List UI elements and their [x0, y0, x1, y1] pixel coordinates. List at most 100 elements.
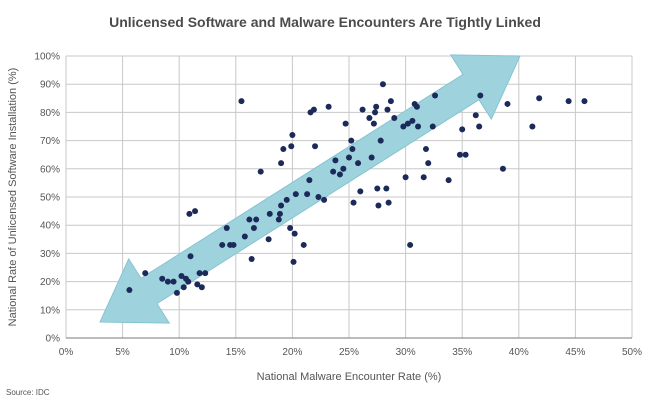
data-point	[476, 123, 483, 130]
data-point	[238, 98, 245, 105]
data-point	[422, 146, 429, 153]
data-point	[387, 98, 394, 105]
data-point	[312, 143, 319, 150]
data-point	[384, 106, 391, 113]
data-point	[348, 137, 355, 144]
data-point	[126, 287, 133, 294]
source-note: Source: IDC	[6, 388, 50, 397]
y-tick-label: 50%	[40, 193, 60, 204]
data-point	[402, 174, 409, 181]
x-tick-label: 20%	[282, 347, 302, 358]
data-point	[445, 177, 452, 184]
data-point	[315, 194, 322, 200]
data-point	[291, 230, 298, 237]
data-point	[429, 123, 436, 130]
data-point	[400, 123, 407, 130]
data-point	[304, 191, 311, 198]
data-point	[581, 98, 588, 105]
data-point	[332, 157, 339, 164]
data-point	[366, 115, 373, 122]
data-point	[159, 275, 166, 282]
data-point	[379, 81, 386, 88]
data-point	[276, 210, 283, 217]
data-point	[275, 216, 282, 223]
data-point	[420, 174, 427, 181]
data-point	[504, 100, 511, 107]
x-tick-label: 5%	[115, 347, 130, 358]
data-point	[536, 95, 543, 102]
y-tick-label: 60%	[40, 164, 60, 175]
data-point	[246, 216, 253, 223]
x-tick-label: 10%	[169, 347, 189, 358]
data-points	[126, 81, 588, 296]
y-tick-label: 70%	[40, 136, 60, 147]
data-point	[219, 241, 226, 248]
data-point	[472, 112, 479, 119]
data-point	[185, 278, 192, 285]
x-tick-label: 45%	[565, 347, 585, 358]
data-point	[142, 270, 149, 277]
y-axis-ticks: 0% 10% 20% 30% 40% 50% 60% 70% 80% 90% 100%	[34, 52, 60, 345]
data-point	[266, 210, 273, 217]
data-point	[289, 131, 296, 138]
data-point	[287, 225, 294, 232]
data-point	[310, 106, 317, 113]
data-point	[375, 202, 382, 209]
data-point	[265, 236, 272, 243]
data-point	[459, 126, 466, 133]
data-point	[202, 270, 209, 277]
data-point	[288, 143, 295, 150]
data-point	[415, 123, 422, 130]
data-point	[283, 196, 290, 203]
data-point	[292, 191, 299, 198]
data-point	[325, 103, 332, 110]
data-point	[253, 216, 260, 223]
data-point	[373, 103, 380, 110]
data-point	[342, 120, 349, 127]
trend-arrow-shape	[99, 54, 521, 324]
data-point	[336, 171, 343, 178]
data-point	[350, 199, 357, 206]
trend-arrow	[99, 54, 521, 324]
data-point	[349, 146, 356, 153]
data-point	[407, 241, 414, 248]
data-point	[370, 120, 377, 127]
data-point	[187, 253, 194, 260]
y-tick-label: 20%	[40, 277, 60, 288]
x-axis-title: National Malware Encounter Rate (%)	[257, 371, 442, 383]
x-tick-label: 0%	[59, 347, 74, 358]
x-tick-label: 50%	[622, 347, 642, 358]
data-point	[529, 123, 536, 130]
data-point	[357, 188, 364, 195]
data-point	[257, 168, 264, 175]
data-point	[499, 165, 506, 172]
y-tick-label: 80%	[40, 108, 60, 119]
x-tick-label: 25%	[339, 347, 359, 358]
data-point	[385, 199, 392, 206]
y-tick-label: 100%	[34, 52, 60, 63]
data-point	[198, 284, 205, 291]
data-point	[306, 177, 313, 184]
x-tick-label: 15%	[226, 347, 246, 358]
data-point	[241, 233, 248, 240]
data-point	[409, 117, 416, 124]
data-point	[330, 168, 337, 175]
data-point	[194, 281, 201, 288]
data-point	[565, 98, 572, 105]
y-tick-label: 30%	[40, 249, 60, 260]
data-point	[340, 165, 347, 172]
data-point	[173, 289, 180, 296]
data-point	[170, 278, 177, 285]
data-point	[355, 160, 362, 167]
data-point	[164, 278, 171, 285]
x-axis-ticks: 0% 5% 10% 15% 20% 25% 30% 35% 40% 45% 50%	[59, 347, 642, 358]
x-tick-label: 30%	[396, 347, 416, 358]
data-point	[186, 210, 193, 217]
data-point	[372, 109, 379, 116]
data-point	[230, 241, 237, 248]
data-point	[278, 202, 285, 209]
data-point	[359, 106, 366, 113]
data-point	[196, 270, 203, 277]
y-tick-label: 90%	[40, 80, 60, 91]
data-point	[413, 103, 420, 110]
